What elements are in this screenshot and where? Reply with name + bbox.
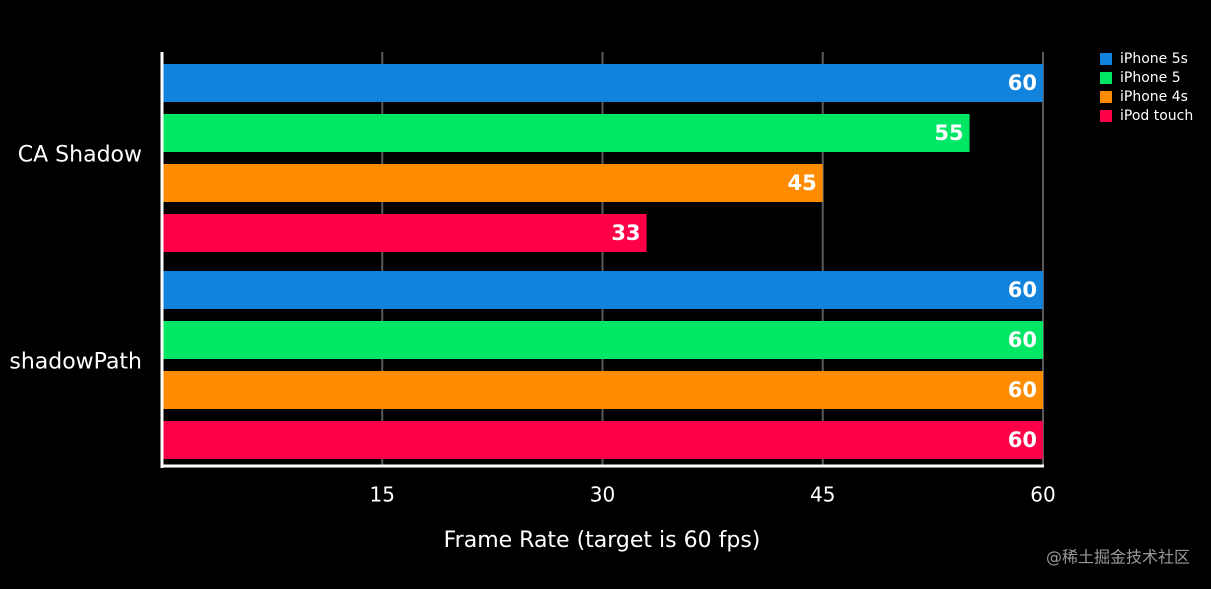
legend-swatch bbox=[1100, 110, 1112, 122]
legend-label: iPhone 5 bbox=[1120, 70, 1181, 86]
x-tick-label: 15 bbox=[370, 483, 395, 507]
value-label: 60 bbox=[1008, 278, 1037, 302]
watermark: @稀土掘金技术社区 bbox=[1046, 548, 1190, 567]
value-label: 45 bbox=[788, 171, 817, 195]
value-label: 55 bbox=[934, 121, 963, 145]
value-label: 33 bbox=[611, 221, 640, 245]
x-tick-label: 45 bbox=[810, 483, 835, 507]
legend-swatch bbox=[1100, 72, 1112, 84]
bar bbox=[162, 164, 823, 202]
bar bbox=[162, 114, 970, 152]
bar bbox=[162, 421, 1043, 459]
bar bbox=[162, 214, 647, 252]
x-tick-label: 30 bbox=[590, 483, 615, 507]
legend-label: iPhone 4s bbox=[1120, 89, 1188, 105]
value-label: 60 bbox=[1008, 71, 1037, 95]
legend-swatch bbox=[1100, 53, 1112, 65]
value-label: 60 bbox=[1008, 328, 1037, 352]
bar bbox=[162, 271, 1043, 309]
bar bbox=[162, 321, 1043, 359]
bar bbox=[162, 371, 1043, 409]
legend-label: iPod touch bbox=[1120, 108, 1193, 124]
legend-swatch bbox=[1100, 91, 1112, 103]
value-label: 60 bbox=[1008, 428, 1037, 452]
x-axis-label: Frame Rate (target is 60 fps) bbox=[444, 528, 761, 553]
bar bbox=[162, 64, 1043, 102]
y-tick-label: shadowPath bbox=[9, 350, 142, 375]
legend-label: iPhone 5s bbox=[1120, 51, 1188, 67]
x-tick-label: 60 bbox=[1030, 483, 1055, 507]
value-label: 60 bbox=[1008, 378, 1037, 402]
y-tick-label: CA Shadow bbox=[18, 143, 142, 168]
